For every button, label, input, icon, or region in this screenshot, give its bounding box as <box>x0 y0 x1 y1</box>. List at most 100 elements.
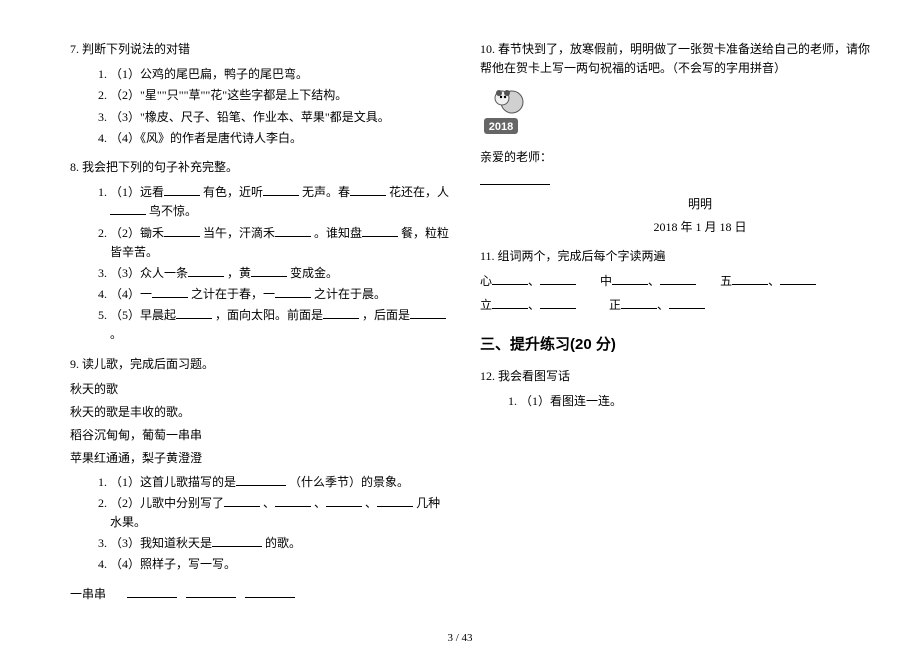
blank[interactable] <box>362 224 398 237</box>
poem-line: 苹果红通通，梨子黄澄澄 <box>70 449 450 468</box>
text: 之计在于晨。 <box>314 287 386 301</box>
text: （4）一 <box>110 287 152 301</box>
text: （1）远看 <box>110 185 164 199</box>
text: （什么季节）的景象。 <box>289 475 409 489</box>
blank[interactable] <box>236 473 286 486</box>
q10-title: 10. 春节快到了，放寒假前，明明做了一张贺卡准备送给自己的老师，请你帮他在贺卡… <box>480 40 870 78</box>
q12-title: 12. 我会看图写话 <box>480 367 870 386</box>
blank[interactable] <box>326 494 362 507</box>
stamp-icon: 2018 <box>480 84 540 144</box>
blank[interactable] <box>188 264 224 277</box>
blank[interactable] <box>377 494 413 507</box>
list-item: （3）我知道秋天是 的歌。 <box>110 534 450 553</box>
text: 心 <box>480 274 492 288</box>
text: 一串串 <box>70 587 106 601</box>
blank[interactable] <box>127 585 177 598</box>
left-column: 7. 判断下列说法的对错 （1）公鸡的尾巴扁，鸭子的尾巴弯。 （2）"星""只"… <box>70 30 470 640</box>
blank[interactable] <box>540 296 576 309</box>
text: 无声。春 <box>302 185 350 199</box>
salutation: 亲爱的老师： <box>480 148 870 167</box>
text: 有色，近听 <box>203 185 263 199</box>
text: （5）早晨起 <box>110 308 176 322</box>
text: （3）我知道秋天是 <box>110 536 212 550</box>
blank[interactable] <box>780 272 816 285</box>
text: 花还在，人 <box>389 185 449 199</box>
blank[interactable] <box>251 264 287 277</box>
list-item: （3）"橡皮、尺子、铅笔、作业本、苹果"都是文具。 <box>110 108 450 127</box>
poem-line: 稻谷沉甸甸，葡萄一串串 <box>70 426 450 445</box>
text: 、 <box>528 274 540 288</box>
q11-row2: 立、 正、 <box>480 296 870 315</box>
blank[interactable] <box>480 172 550 185</box>
text: 、 <box>314 496 326 510</box>
blank[interactable] <box>164 183 200 196</box>
blank[interactable] <box>224 494 260 507</box>
blank[interactable] <box>612 272 648 285</box>
list-item: （4）照样子，写一写。 <box>110 555 450 574</box>
list-item: （1）看图连一连。 <box>520 392 870 411</box>
text: 。谁知盘 <box>314 226 362 240</box>
q7-list: （1）公鸡的尾巴扁，鸭子的尾巴弯。 （2）"星""只""草""花"这些字都是上下… <box>70 65 450 148</box>
text: 中 <box>600 274 612 288</box>
text: （2）儿歌中分别写了 <box>110 496 224 510</box>
text: 当午，汗滴禾 <box>203 226 275 240</box>
blank[interactable] <box>540 272 576 285</box>
text: 。 <box>110 327 122 341</box>
svg-text:2018: 2018 <box>489 121 513 133</box>
q7-title: 7. 判断下列说法的对错 <box>70 40 450 59</box>
list-item: （1）公鸡的尾巴扁，鸭子的尾巴弯。 <box>110 65 450 84</box>
example-line: 一串串 <box>70 585 450 604</box>
text: 、 <box>657 298 669 312</box>
text: （2）锄禾 <box>110 226 164 240</box>
blank[interactable] <box>732 272 768 285</box>
blank[interactable] <box>275 285 311 298</box>
blank[interactable] <box>245 585 295 598</box>
q9-subs: （1）这首儿歌描写的是 （什么季节）的景象。 （2）儿歌中分别写了 、 、 、 … <box>70 473 450 575</box>
blank[interactable] <box>152 285 188 298</box>
poem-line: 秋天的歌 <box>70 380 450 399</box>
list-item: （2）"星""只""草""花"这些字都是上下结构。 <box>110 86 450 105</box>
blank[interactable] <box>110 202 146 215</box>
blank[interactable] <box>350 183 386 196</box>
text: 鸟不惊。 <box>149 204 197 218</box>
q11-title: 11. 组词两个，完成后每个字读两遍 <box>480 247 870 266</box>
poem-line: 秋天的歌是丰收的歌。 <box>70 403 450 422</box>
text: （3）众人一条 <box>110 266 188 280</box>
text: 的歌。 <box>265 536 301 550</box>
text: 五 <box>720 274 732 288</box>
blank[interactable] <box>164 224 200 237</box>
blank[interactable] <box>275 224 311 237</box>
list-item: （4）《风》的作者是唐代诗人李白。 <box>110 129 450 148</box>
text: ，黄 <box>227 266 251 280</box>
list-item: （1）这首儿歌描写的是 （什么季节）的景象。 <box>110 473 450 492</box>
text: 之计在于春，一 <box>191 287 275 301</box>
signature-block: 明明 2018 年 1 月 18 日 <box>600 195 800 237</box>
blank[interactable] <box>410 306 446 319</box>
text: 变成金。 <box>290 266 338 280</box>
text: （1）这首儿歌描写的是 <box>110 475 236 489</box>
blank[interactable] <box>275 494 311 507</box>
text: 正 <box>609 298 621 312</box>
q11-row1: 心、 中、 五、 <box>480 272 870 291</box>
blank[interactable] <box>492 296 528 309</box>
text: 立 <box>480 298 492 312</box>
blank[interactable] <box>212 534 262 547</box>
q9-title: 9. 读儿歌，完成后面习题。 <box>70 355 450 374</box>
list-item: （4）一 之计在于春，一 之计在于晨。 <box>110 285 450 304</box>
page-footer: 3 / 43 <box>0 632 920 644</box>
sig-name: 明明 <box>600 195 800 214</box>
blank[interactable] <box>176 306 212 319</box>
blank[interactable] <box>669 296 705 309</box>
blank[interactable] <box>492 272 528 285</box>
blank[interactable] <box>660 272 696 285</box>
right-column: 10. 春节快到了，放寒假前，明明做了一张贺卡准备送给自己的老师，请你帮他在贺卡… <box>470 30 870 640</box>
blank[interactable] <box>263 183 299 196</box>
blank[interactable] <box>323 306 359 319</box>
text: ，后面是 <box>362 308 410 322</box>
letter-line <box>480 172 870 191</box>
blank[interactable] <box>186 585 236 598</box>
text: 、 <box>263 496 275 510</box>
list-item: （2）锄禾 当午，汗滴禾 。谁知盘 餐，粒粒皆辛苦。 <box>110 224 450 262</box>
page: 7. 判断下列说法的对错 （1）公鸡的尾巴扁，鸭子的尾巴弯。 （2）"星""只"… <box>0 0 920 650</box>
blank[interactable] <box>621 296 657 309</box>
